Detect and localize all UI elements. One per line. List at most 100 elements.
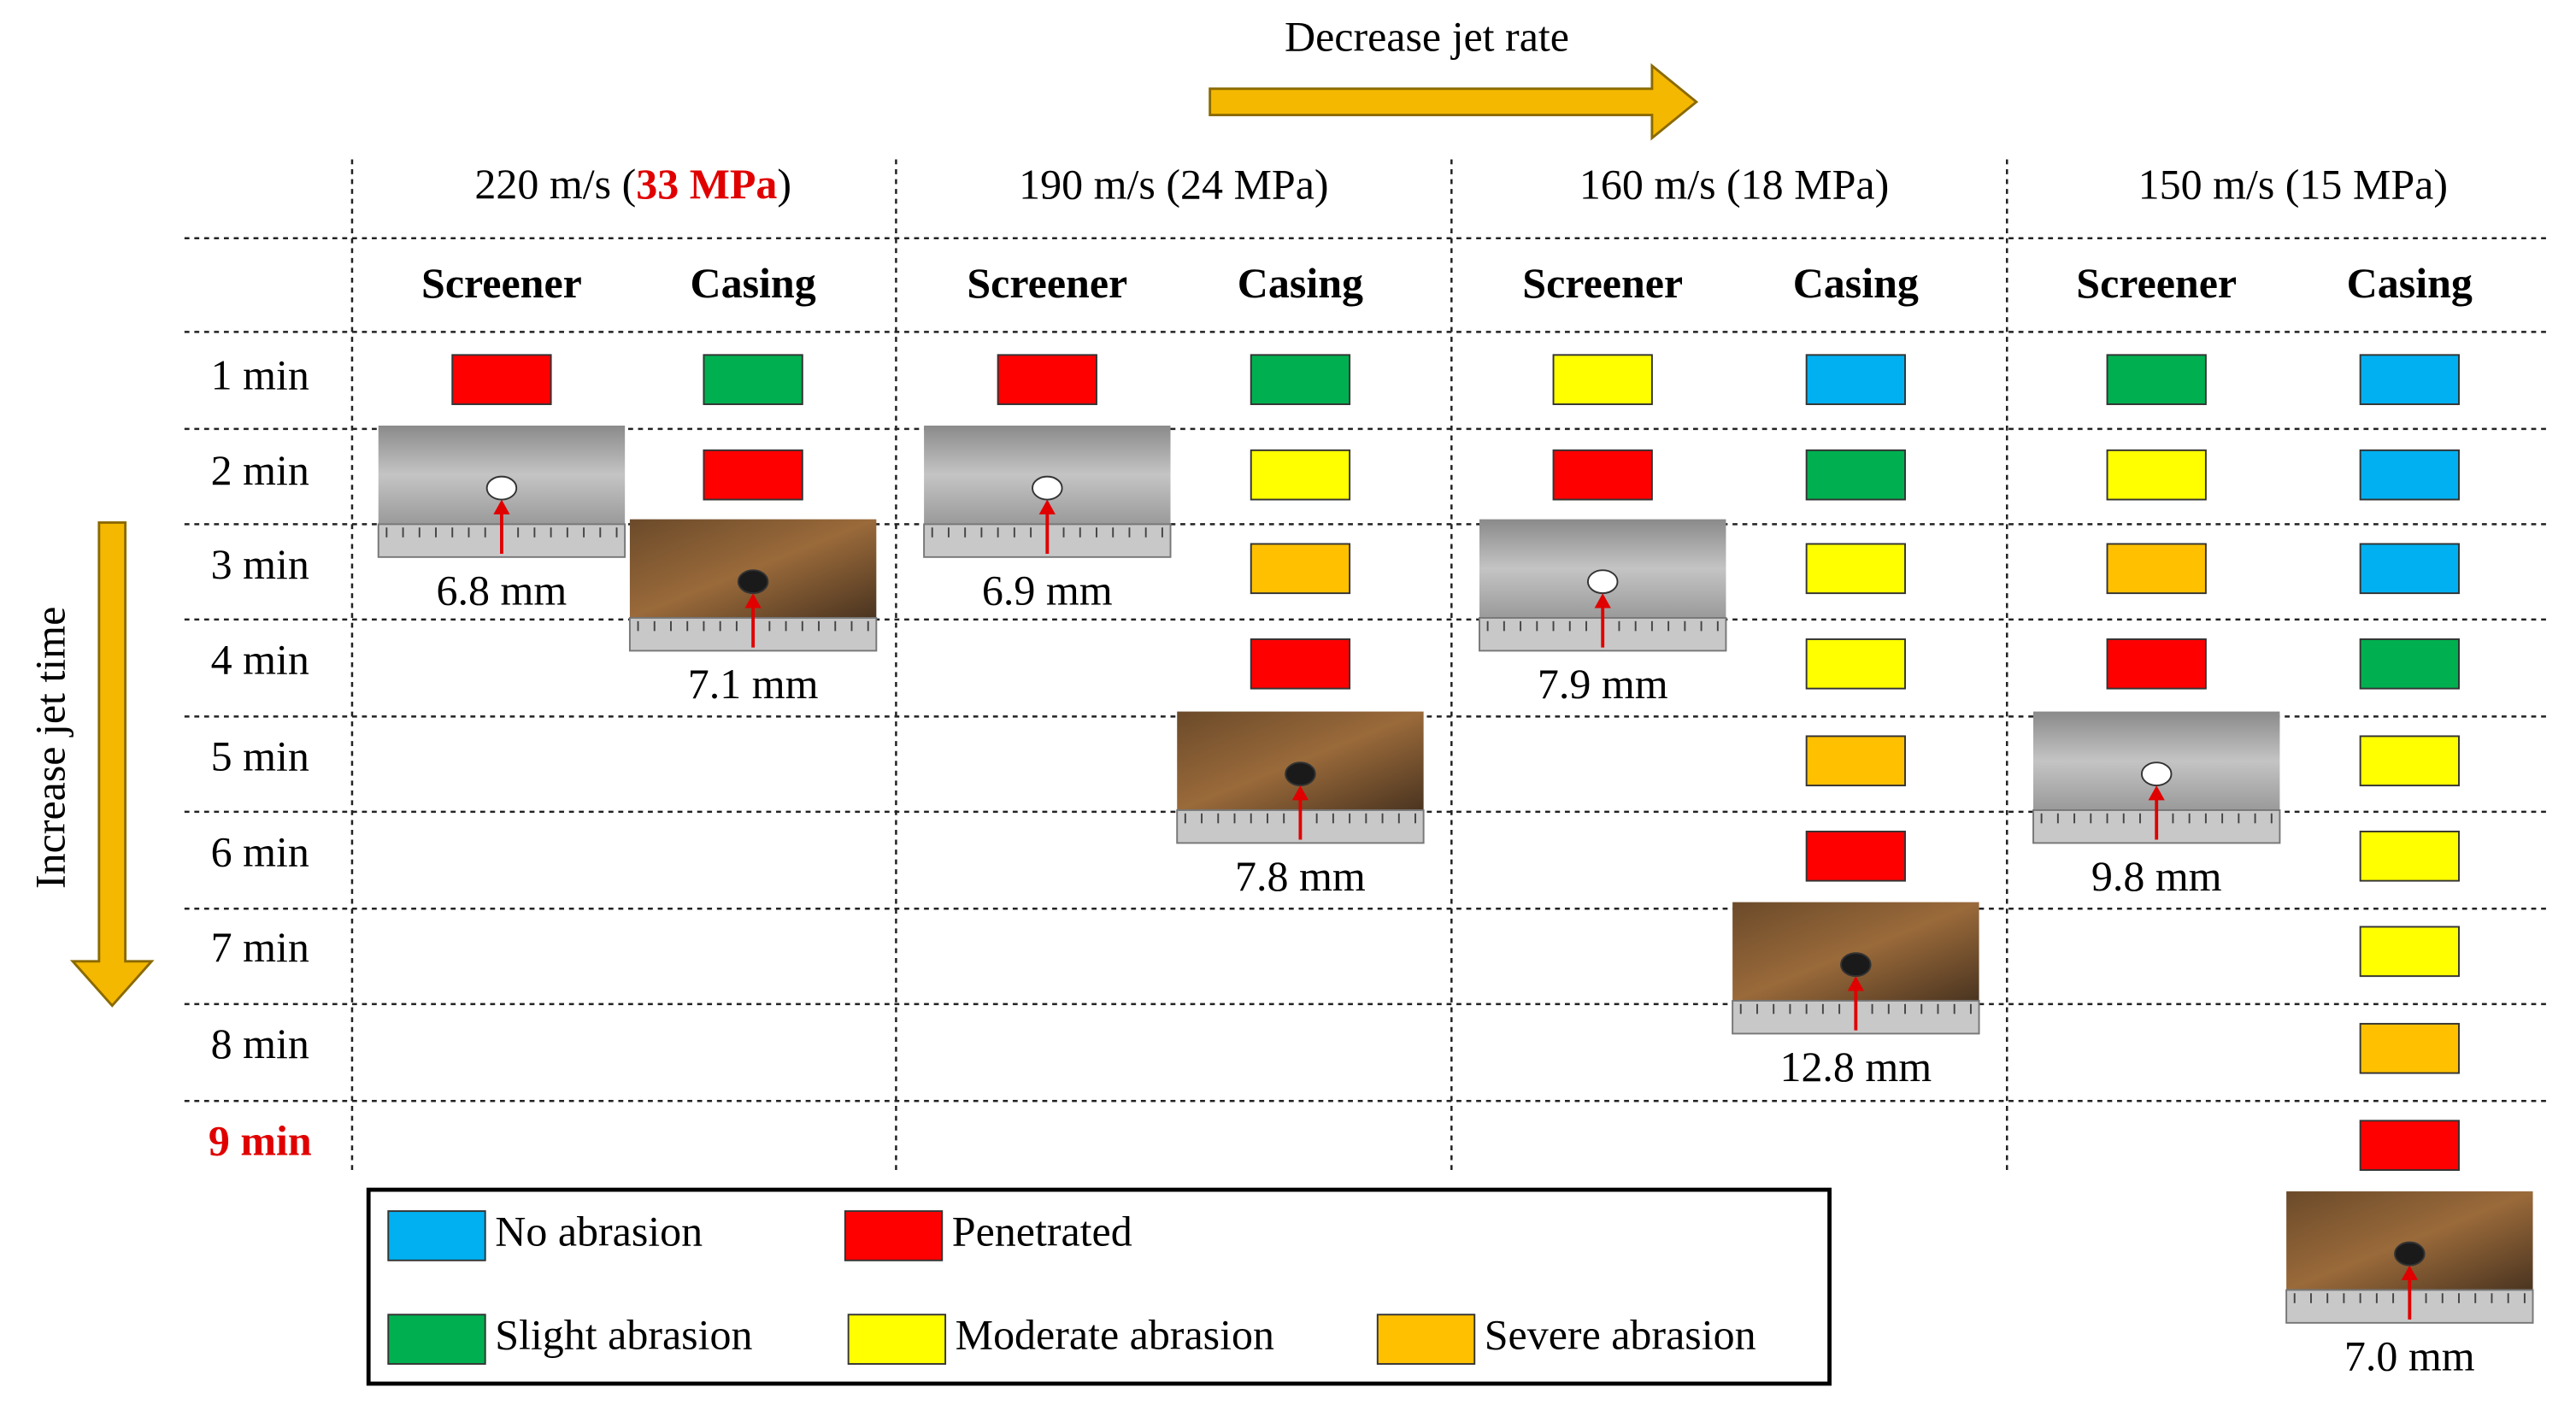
- grid: 1 min 2 min 3 min 4 min 5 min 6 min 7 min 8 min…: [184, 159, 2551, 1175]
- column-heading: Screener: [2076, 259, 2237, 307]
- status-cell: [1805, 735, 1906, 787]
- status-cell: [2359, 926, 2460, 978]
- status-cell: [1250, 354, 1351, 405]
- hole: [1032, 475, 1063, 501]
- status-cell: [1250, 543, 1351, 595]
- hole-size: 6.9 mm: [982, 567, 1113, 614]
- status-cell: [1552, 354, 1653, 405]
- group-heading: 220 m/s (33 MPa): [474, 161, 791, 209]
- hole: [1285, 761, 1316, 787]
- group-heading: 190 m/s (24 MPa): [1019, 161, 1328, 209]
- status-cell: [2359, 830, 2460, 882]
- hole-photo: [2285, 1191, 2534, 1324]
- hole-size: 7.8 mm: [1235, 852, 1366, 900]
- column-heading: Screener: [967, 259, 1127, 307]
- legend-swatch: [1376, 1314, 1476, 1365]
- pointer-head: [2401, 1265, 2418, 1280]
- status-cell: [1805, 449, 1906, 501]
- column-heading: Casing: [1793, 259, 1919, 307]
- heading-highlight: 33 MPa: [636, 161, 777, 209]
- row-label: 9 min: [209, 1117, 312, 1165]
- arrow-shape: [69, 521, 155, 1008]
- hole-size: 6.8 mm: [437, 567, 568, 614]
- status-cell: [1552, 449, 1653, 501]
- hole-photo: [2032, 711, 2281, 844]
- hole: [1586, 569, 1619, 595]
- legend-swatch: [844, 1210, 944, 1261]
- hole: [485, 475, 518, 501]
- legend-label: Slight abrasion: [495, 1311, 752, 1359]
- legend-box: [366, 1187, 1832, 1386]
- pointer-head: [1847, 976, 1864, 991]
- status-cell: [2359, 638, 2460, 690]
- status-cell: [2359, 354, 2460, 405]
- hole-size: 7.1 mm: [688, 660, 819, 708]
- status-cell: [703, 449, 803, 501]
- legend-label: Severe abrasion: [1485, 1311, 1756, 1359]
- pointer-head: [493, 499, 510, 514]
- hole-photo: [1479, 519, 1727, 652]
- column-heading: Casing: [2347, 259, 2473, 307]
- row-label: 4 min: [211, 635, 309, 683]
- side-arrow-label: Increase jet time: [26, 607, 74, 889]
- hole: [737, 569, 769, 595]
- legend: No abrasion Penetrated Slight abrasion Mode…: [387, 1207, 1756, 1365]
- legend-swatch: [847, 1314, 947, 1365]
- side-arrow: Increase jet time: [26, 521, 155, 1008]
- hole-size: 7.9 mm: [1538, 660, 1668, 708]
- column-heading: Screener: [1522, 259, 1683, 307]
- row-label: 8 min: [211, 1020, 309, 1067]
- status-cell: [2106, 449, 2207, 501]
- hole: [1840, 952, 1872, 978]
- legend-label: Moderate abrasion: [956, 1311, 1274, 1359]
- heading-part: 220 m/s (: [474, 161, 636, 209]
- pointer-head: [1291, 785, 1309, 801]
- row-label: 2 min: [211, 446, 309, 494]
- hole-photo: [923, 426, 1172, 558]
- legend-swatch: [387, 1314, 486, 1365]
- row-label: 6 min: [211, 827, 309, 875]
- status-cell: [2106, 354, 2207, 405]
- row-label: 3 min: [211, 540, 309, 588]
- row-label: 7 min: [211, 923, 309, 971]
- arrow-shape: [1209, 62, 1699, 141]
- pointer-head: [744, 593, 762, 608]
- pointer-head: [1594, 593, 1611, 608]
- column-heading: Casing: [691, 259, 816, 307]
- status-cell: [1250, 449, 1351, 501]
- status-cell: [997, 354, 1097, 405]
- column-heading: Screener: [421, 259, 582, 307]
- row-label: 5 min: [211, 732, 309, 780]
- status-cell: [1805, 543, 1906, 595]
- top-arrow: Decrease jet rate: [1209, 13, 1699, 141]
- status-cell: [2359, 543, 2460, 595]
- cells: 6.8 mm 7.1 mm 6.9 mm 7.8 mm 7.9 mm 12.8 mm 9.8…: [377, 354, 2534, 1380]
- hole-size: 12.8 mm: [1779, 1043, 1932, 1090]
- heading-part: ): [777, 161, 791, 209]
- hole-size: 9.8 mm: [2091, 852, 2222, 900]
- top-arrow-label: Decrease jet rate: [1285, 13, 1569, 61]
- hole-photo: [1176, 711, 1425, 844]
- legend-label: No abrasion: [495, 1207, 703, 1255]
- hole-size: 7.0 mm: [2344, 1332, 2475, 1380]
- status-cell: [451, 354, 552, 405]
- row-label: 1 min: [211, 351, 309, 399]
- hole-photo: [1732, 902, 1980, 1035]
- group-heading: 160 m/s (18 MPa): [1579, 161, 1889, 209]
- legend-swatch: [387, 1210, 486, 1261]
- status-cell: [2106, 638, 2207, 690]
- status-cell: [1805, 638, 1906, 690]
- status-cell: [2359, 449, 2460, 501]
- status-cell: [2359, 1022, 2460, 1074]
- status-cell: [2359, 735, 2460, 787]
- status-cell: [703, 354, 803, 405]
- legend-label: Penetrated: [952, 1207, 1132, 1255]
- group-heading: 150 m/s (15 MPa): [2138, 161, 2448, 209]
- hole: [2140, 761, 2173, 787]
- status-cell: [2359, 1120, 2460, 1171]
- pointer-head: [1038, 499, 1056, 514]
- column-heading: Casing: [1238, 259, 1363, 307]
- pointer-head: [2148, 785, 2165, 801]
- status-cell: [1805, 354, 1906, 405]
